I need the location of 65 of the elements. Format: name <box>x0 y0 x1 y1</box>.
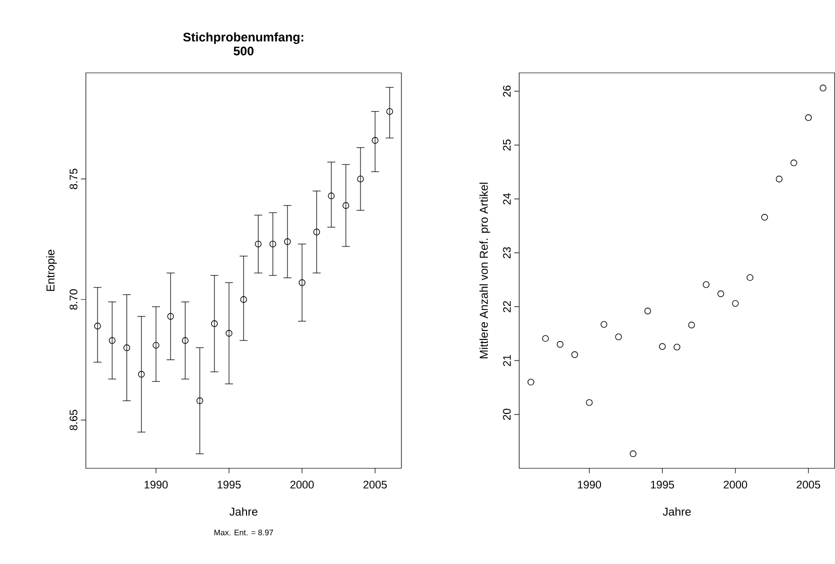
y-tick-label: 8.75 <box>70 168 78 190</box>
point <box>240 296 247 303</box>
point <box>386 108 394 115</box>
point <box>658 343 666 350</box>
x-tick-label: 1995 <box>218 480 241 488</box>
point <box>761 214 768 221</box>
point <box>152 342 160 349</box>
point <box>94 322 101 330</box>
point <box>226 330 232 337</box>
point <box>269 240 276 248</box>
point <box>342 202 350 209</box>
point <box>167 312 174 320</box>
point <box>586 399 593 406</box>
y-axis-title: Mittlere Anzahl von Ref. pro Artikel <box>479 182 490 358</box>
x-tick-label: 2005 <box>796 480 820 488</box>
point <box>123 344 130 352</box>
chart-title: Stichprobenumfang: 500 <box>183 32 304 56</box>
point <box>328 192 335 200</box>
point <box>600 321 608 328</box>
x-tick-label: 2000 <box>724 480 748 488</box>
point <box>820 84 826 92</box>
point <box>805 114 812 121</box>
point <box>556 340 564 348</box>
point <box>717 290 724 298</box>
point <box>542 335 549 342</box>
point <box>571 351 578 358</box>
y-tick-label: 8.70 <box>70 289 78 310</box>
x-tick-label: 1995 <box>650 480 674 488</box>
point <box>372 136 378 144</box>
point <box>674 344 680 350</box>
x-tick-label: 2005 <box>363 480 387 488</box>
point <box>732 300 739 307</box>
y-tick-label: 21 <box>503 354 511 366</box>
point <box>630 450 636 458</box>
x-axis-title: Jahre <box>229 507 258 516</box>
point <box>644 308 652 314</box>
y-tick-label: 26 <box>502 86 511 97</box>
point <box>108 337 116 344</box>
point <box>254 240 262 248</box>
x-axis-title: Jahre <box>662 507 691 516</box>
point <box>211 320 218 327</box>
y-tick-label: 23 <box>502 247 511 258</box>
x-tick-label: 2000 <box>290 480 314 488</box>
x-tick-label: 1990 <box>578 480 602 488</box>
point <box>357 176 364 182</box>
y-tick-label: 25 <box>502 139 511 151</box>
point <box>615 333 622 340</box>
y-tick-label: 8.65 <box>70 410 78 430</box>
point <box>688 322 695 328</box>
y-tick-label: 22 <box>503 301 511 312</box>
point <box>138 370 145 378</box>
point <box>702 281 710 288</box>
point <box>284 238 291 245</box>
point <box>746 274 754 281</box>
point <box>790 159 798 166</box>
point <box>182 337 189 344</box>
point <box>313 228 320 236</box>
point <box>298 279 306 286</box>
point <box>776 176 783 182</box>
x-tick-label: 1990 <box>144 480 168 488</box>
y-axis-title: Entropie <box>46 250 57 291</box>
y-tick-label: 20 <box>502 408 511 420</box>
point <box>196 397 204 404</box>
y-tick-label: 24 <box>503 193 511 204</box>
point <box>528 378 534 386</box>
